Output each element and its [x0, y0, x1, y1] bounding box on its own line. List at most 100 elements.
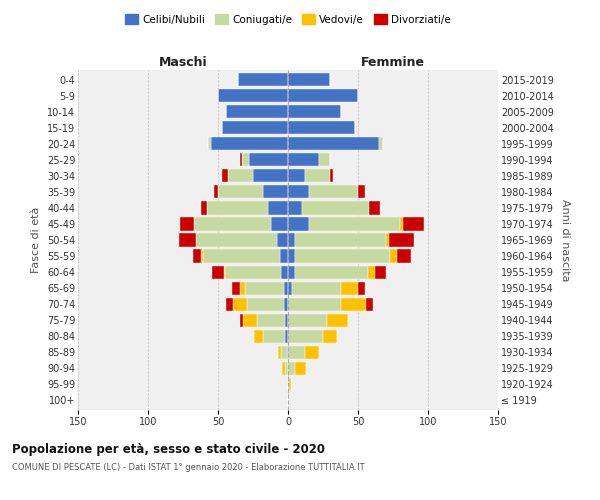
Bar	[253, 170, 288, 182]
Text: Maschi: Maschi	[158, 56, 208, 69]
Bar	[285, 314, 288, 327]
Bar	[268, 202, 288, 214]
Bar	[288, 298, 341, 310]
Bar	[358, 186, 365, 198]
Bar	[232, 282, 241, 294]
Bar	[243, 314, 257, 327]
Bar	[285, 362, 288, 375]
Bar	[288, 89, 358, 102]
Bar	[222, 121, 288, 134]
Bar	[305, 346, 319, 359]
Bar	[288, 282, 292, 294]
Bar	[288, 266, 295, 278]
Bar	[289, 378, 291, 391]
Bar	[263, 330, 285, 343]
Y-axis label: Anni di nascita: Anni di nascita	[560, 198, 571, 281]
Bar	[287, 346, 288, 359]
Bar	[201, 250, 203, 262]
Bar	[330, 170, 333, 182]
Bar	[305, 170, 330, 182]
Text: Popolazione per età, sesso e stato civile - 2020: Popolazione per età, sesso e stato civil…	[12, 442, 325, 456]
Bar	[386, 234, 389, 246]
Bar	[288, 73, 330, 86]
Bar	[207, 202, 268, 214]
Bar	[368, 266, 375, 278]
Bar	[288, 234, 295, 246]
Text: Femmine: Femmine	[361, 56, 425, 69]
Text: COMUNE DI PESCATE (LC) - Dati ISTAT 1° gennaio 2020 - Elaborazione TUTTITALIA.IT: COMUNE DI PESCATE (LC) - Dati ISTAT 1° g…	[12, 462, 365, 471]
Bar	[242, 153, 249, 166]
Bar	[327, 314, 348, 327]
Bar	[212, 266, 224, 278]
Bar	[389, 234, 414, 246]
Bar	[375, 266, 386, 278]
Bar	[222, 170, 228, 182]
Bar	[283, 362, 285, 375]
Bar	[400, 218, 403, 230]
Bar	[225, 266, 281, 278]
Bar	[319, 153, 330, 166]
Bar	[226, 105, 288, 118]
Bar	[247, 298, 284, 310]
Bar	[285, 330, 288, 343]
Bar	[226, 298, 233, 310]
Bar	[288, 105, 341, 118]
Bar	[295, 362, 306, 375]
Bar	[271, 218, 288, 230]
Bar	[263, 186, 288, 198]
Bar	[397, 250, 411, 262]
Bar	[277, 234, 288, 246]
Bar	[379, 137, 383, 150]
Bar	[288, 202, 302, 214]
Bar	[238, 73, 288, 86]
Legend: Celibi/Nubili, Coniugati/e, Vedovi/e, Divorziati/e: Celibi/Nubili, Coniugati/e, Vedovi/e, Di…	[121, 10, 455, 29]
Bar	[254, 330, 263, 343]
Bar	[288, 346, 305, 359]
Bar	[367, 298, 373, 310]
Bar	[218, 89, 288, 102]
Bar	[288, 362, 295, 375]
Bar	[208, 137, 211, 150]
Bar	[369, 202, 380, 214]
Bar	[309, 186, 358, 198]
Bar	[257, 314, 285, 327]
Bar	[249, 153, 288, 166]
Bar	[288, 170, 305, 182]
Bar	[194, 218, 271, 230]
Bar	[403, 218, 424, 230]
Bar	[280, 250, 288, 262]
Bar	[288, 378, 289, 391]
Bar	[281, 266, 288, 278]
Bar	[245, 282, 284, 294]
Bar	[288, 250, 295, 262]
Bar	[288, 153, 319, 166]
Bar	[288, 330, 323, 343]
Bar	[278, 346, 281, 359]
Bar	[295, 234, 386, 246]
Bar	[241, 314, 243, 327]
Bar	[218, 186, 263, 198]
Bar	[196, 234, 277, 246]
Bar	[284, 282, 288, 294]
Bar	[214, 186, 218, 198]
Bar	[309, 218, 400, 230]
Bar	[288, 137, 379, 150]
Bar	[323, 330, 337, 343]
Bar	[241, 153, 242, 166]
Bar	[201, 202, 207, 214]
Bar	[341, 282, 358, 294]
Bar	[288, 121, 355, 134]
Bar	[302, 202, 369, 214]
Bar	[288, 218, 309, 230]
Bar	[295, 266, 368, 278]
Bar	[233, 298, 247, 310]
Bar	[358, 282, 365, 294]
Bar	[295, 250, 390, 262]
Y-axis label: Fasce di età: Fasce di età	[31, 207, 41, 273]
Bar	[193, 250, 201, 262]
Bar	[180, 218, 194, 230]
Bar	[288, 314, 327, 327]
Bar	[211, 137, 288, 150]
Bar	[203, 250, 280, 262]
Bar	[341, 298, 367, 310]
